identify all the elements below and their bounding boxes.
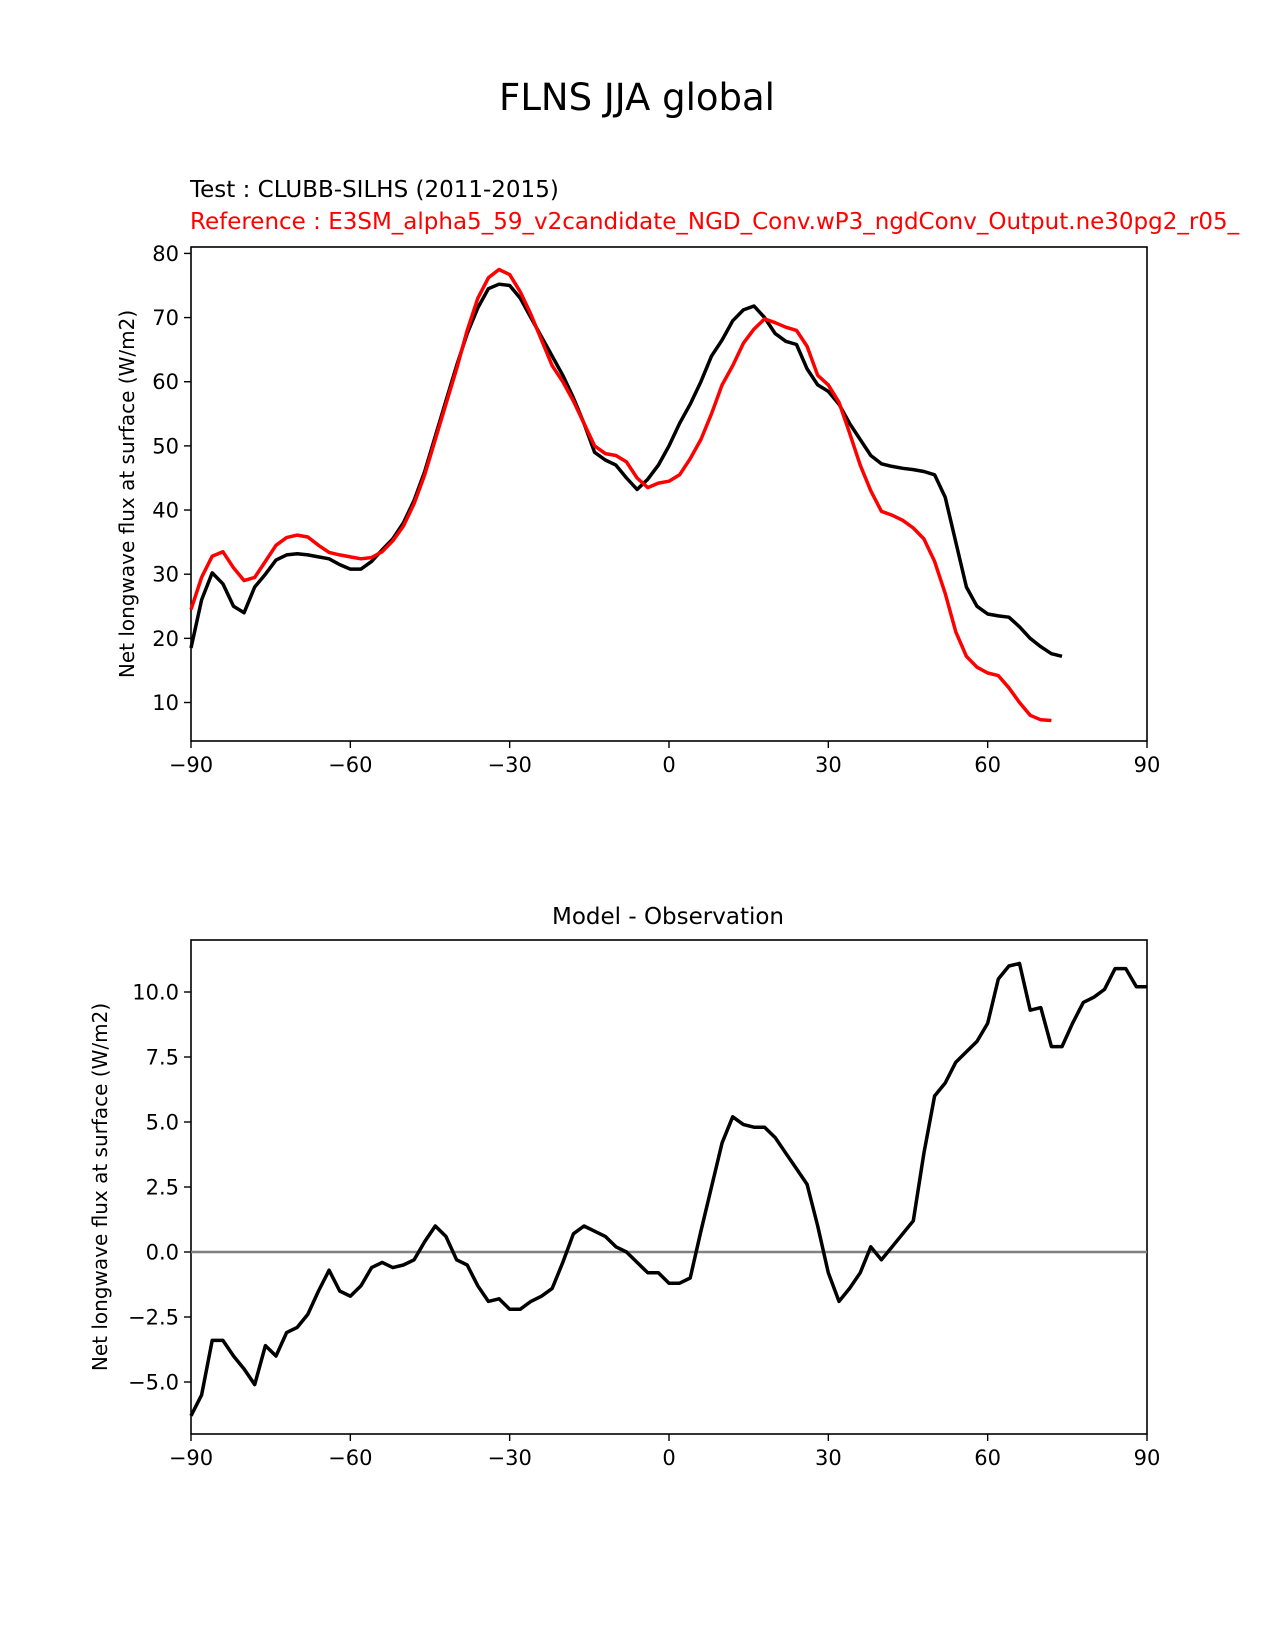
y-tick-label: 20 (152, 627, 179, 651)
x-tick-label: 60 (974, 1446, 1001, 1470)
y-tick-label: 10 (152, 691, 179, 715)
bottom-panel-ylabel: Net longwave flux at surface (W/m2) (88, 1003, 112, 1371)
bottom-panel: Model - Observation −90 −60 −30 0 30 60 90 −5.0… (88, 904, 1160, 1470)
y-tick-label: 30 (152, 563, 179, 587)
series-line-reference (189, 267, 1052, 723)
series-line-model-observation (189, 961, 1147, 1417)
reference-label: Reference : E3SM_alpha5_59_v2candidate_N… (190, 209, 1240, 235)
y-tick-label: 40 (152, 499, 179, 523)
x-tick-label: −60 (328, 753, 372, 777)
top-panel-ylabel: Net longwave flux at surface (W/m2) (115, 310, 139, 678)
y-tick-label: −2.5 (128, 1306, 179, 1330)
y-tick-label: 70 (152, 306, 179, 330)
y-tick-label: 10.0 (132, 981, 179, 1005)
y-tick-label: 60 (152, 370, 179, 394)
y-tick-label: 0.0 (146, 1241, 179, 1265)
figure-title: FLNS JJA global (499, 76, 775, 119)
test-label: Test : CLUBB-SILHS (2011-2015) (189, 177, 559, 203)
x-tick-label: 30 (815, 1446, 842, 1470)
top-panel: Test : CLUBB-SILHS (2011-2015) Reference… (115, 177, 1240, 777)
y-tick-label: 80 (152, 242, 179, 266)
x-tick-label: −30 (488, 1446, 532, 1470)
x-tick-label: 90 (1134, 753, 1161, 777)
x-tick-label: −90 (169, 1446, 213, 1470)
y-tick-label: 50 (152, 434, 179, 458)
series-line-test (189, 282, 1063, 658)
plot-frame (190, 939, 1148, 1435)
y-tick-label: 7.5 (146, 1046, 179, 1070)
top-panel-series (189, 267, 1063, 723)
x-tick-label: −60 (328, 1446, 372, 1470)
bottom-panel-title: Model - Observation (552, 904, 784, 930)
bottom-panel-axes: −90 −60 −30 0 30 60 90 −5.0 −2.5 0.0 2.5 5.0 7.5 10.0 (128, 939, 1161, 1470)
x-tick-label: 30 (815, 753, 842, 777)
plot-frame (190, 246, 1148, 742)
x-tick-label: −90 (169, 753, 213, 777)
x-tick-label: 90 (1134, 1446, 1161, 1470)
y-tick-label: −5.0 (128, 1371, 179, 1395)
bottom-panel-series (189, 961, 1147, 1417)
x-tick-label: 0 (662, 753, 675, 777)
x-tick-label: 0 (662, 1446, 675, 1470)
y-tick-label: 5.0 (146, 1111, 179, 1135)
x-tick-label: 60 (974, 753, 1001, 777)
x-tick-label: −30 (488, 753, 532, 777)
y-tick-label: 2.5 (146, 1176, 179, 1200)
top-panel-axes: −90 −60 −30 0 30 60 90 10 20 30 40 50 60 70 80 (152, 242, 1160, 777)
